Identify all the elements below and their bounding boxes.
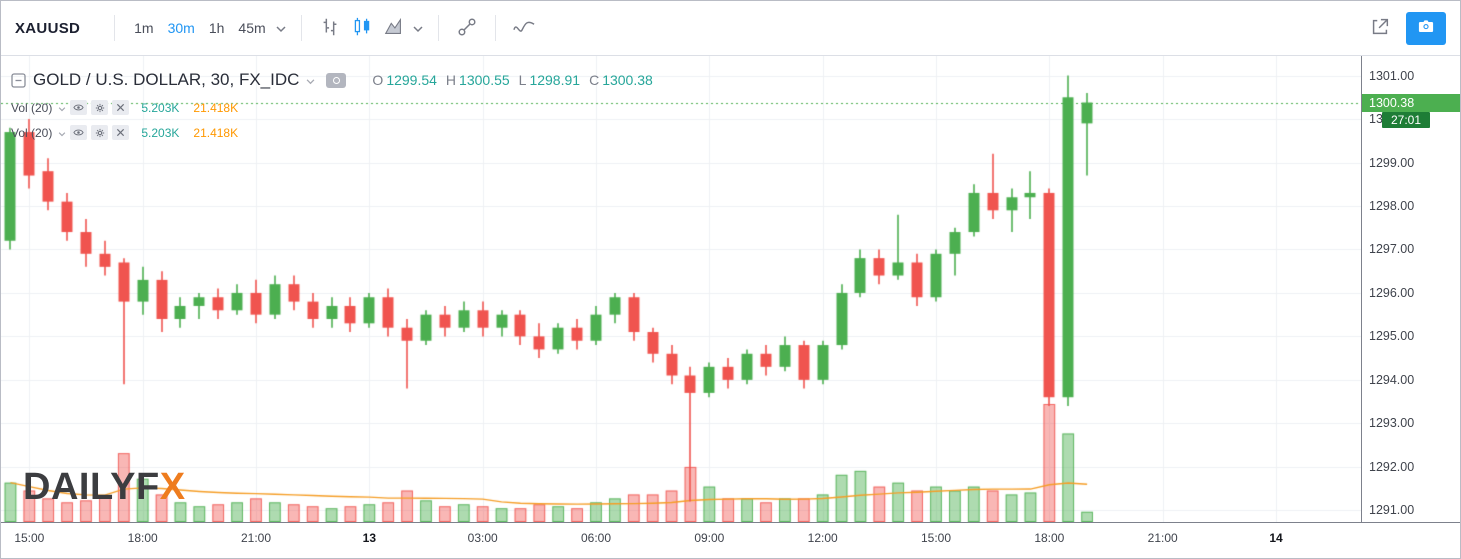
chart-values-badge-icon[interactable] bbox=[326, 72, 347, 88]
open-label: O bbox=[372, 72, 384, 88]
area-chart-icon bbox=[383, 16, 405, 41]
price-axis-label: 1291.00 bbox=[1369, 503, 1415, 518]
chevron-down-icon[interactable] bbox=[58, 101, 66, 115]
volume-ma-value: 21.418K bbox=[193, 125, 239, 140]
share-icon bbox=[1369, 16, 1391, 41]
bars-chart-button[interactable] bbox=[314, 13, 346, 43]
collapse-pane-icon[interactable] bbox=[11, 72, 26, 88]
bars-chart-icon bbox=[319, 16, 341, 41]
time-axis-label: 21:00 bbox=[1147, 531, 1178, 545]
settings-gear-icon[interactable] bbox=[91, 100, 109, 115]
symbol-label[interactable]: XAUUSD bbox=[15, 19, 81, 37]
settings-gear-icon[interactable] bbox=[91, 125, 109, 140]
price-axis-label: 1301.00 bbox=[1369, 68, 1415, 83]
toolbar-separator bbox=[114, 15, 116, 41]
last-price-badge: 1300.38 bbox=[1362, 93, 1460, 112]
high-value: 1300.55 bbox=[459, 72, 510, 88]
price-axis-label: 1293.00 bbox=[1369, 416, 1415, 431]
interval-button-30m[interactable]: 30m bbox=[161, 15, 202, 41]
open-value: 1299.54 bbox=[386, 72, 437, 88]
price-chart-canvas[interactable] bbox=[1, 56, 1361, 522]
indicator-row-volume-1: Vol (20) 5.203K 21.418K bbox=[11, 100, 653, 115]
price-axis-label: 1298.00 bbox=[1369, 198, 1415, 213]
time-axis-label: 14 bbox=[1269, 531, 1283, 545]
interval-button-1m[interactable]: 1m bbox=[127, 15, 160, 41]
time-axis-label: 12:00 bbox=[807, 531, 838, 545]
close-label: C bbox=[589, 72, 600, 88]
interval-button-1h[interactable]: 1h bbox=[202, 15, 232, 41]
indicator-row-volume-2: Vol (20) 5.203K 21.418K bbox=[11, 125, 653, 140]
candles-chart-icon bbox=[351, 16, 373, 41]
time-axis-label: 21:00 bbox=[240, 531, 272, 545]
snapshot-button[interactable] bbox=[1406, 11, 1446, 45]
candles-chart-button[interactable] bbox=[346, 13, 378, 43]
chevron-down-icon[interactable] bbox=[306, 70, 315, 90]
time-axis-label: 06:00 bbox=[580, 531, 612, 545]
price-axis-label: 1297.00 bbox=[1369, 242, 1415, 257]
close-value: 1300.38 bbox=[602, 72, 653, 88]
chart-toolbar: XAUUSD 1m 30m 1h 45m bbox=[1, 1, 1460, 56]
camera-icon bbox=[1416, 17, 1436, 40]
dailyfx-logo: DAILYFX bbox=[23, 468, 186, 506]
compare-button[interactable] bbox=[451, 13, 483, 43]
chart-title[interactable]: GOLD / U.S. DOLLAR, 30, FX_IDC bbox=[33, 70, 300, 89]
chevron-down-icon[interactable] bbox=[58, 126, 66, 140]
price-axis-label: 1292.00 bbox=[1369, 459, 1415, 474]
time-axis-label: 18:00 bbox=[1034, 531, 1065, 545]
close-icon[interactable] bbox=[112, 125, 130, 140]
low-label: L bbox=[518, 72, 527, 88]
area-chart-button[interactable] bbox=[378, 13, 410, 43]
time-axis-label: 13 bbox=[362, 531, 377, 545]
time-axis-label: 18:00 bbox=[127, 531, 158, 545]
ohlc-values: O 1299.54 H 1300.55 L 1298.91 C 1300.38 bbox=[363, 72, 652, 88]
time-axis-label: 15:00 bbox=[920, 531, 952, 545]
trendline-button[interactable] bbox=[508, 13, 540, 43]
eye-icon[interactable] bbox=[70, 100, 88, 115]
price-axis-label: 1295.00 bbox=[1369, 329, 1415, 344]
time-axis-label: 15:00 bbox=[14, 531, 45, 545]
chart-style-dropdown-button[interactable] bbox=[410, 13, 426, 43]
price-axis-label: 1296.00 bbox=[1369, 285, 1415, 300]
trendline-icon bbox=[512, 16, 536, 41]
eye-icon[interactable] bbox=[70, 125, 88, 140]
close-icon[interactable] bbox=[112, 100, 130, 115]
price-axis-label: 1299.00 bbox=[1369, 155, 1415, 170]
volume-ma-value: 21.418K bbox=[193, 100, 239, 115]
interval-dropdown-button[interactable] bbox=[273, 13, 289, 43]
indicator-name[interactable]: Vol (20) bbox=[11, 100, 53, 115]
chart-region: GOLD / U.S. DOLLAR, 30, FX_IDC O 1299.54 … bbox=[1, 56, 1460, 557]
volume-value: 5.203K bbox=[141, 100, 180, 115]
indicator-name[interactable]: Vol (20) bbox=[11, 125, 53, 140]
price-axis-label: 1294.00 bbox=[1369, 372, 1415, 387]
time-axis[interactable]: 15:00 18:00 21:00 13 03:00 06:00 09:00 12:00 15:… bbox=[1, 522, 1460, 557]
time-axis-label: 03:00 bbox=[467, 531, 498, 545]
share-button[interactable] bbox=[1364, 13, 1396, 43]
toolbar-separator bbox=[437, 15, 439, 41]
chevron-down-icon bbox=[276, 21, 286, 36]
toolbar-separator bbox=[300, 15, 302, 41]
logo-text-primary: DAILYF bbox=[23, 466, 160, 508]
chevron-down-icon bbox=[413, 21, 423, 36]
toolbar-separator bbox=[494, 15, 496, 41]
interval-button-45m[interactable]: 45m bbox=[231, 15, 272, 41]
chart-legend: GOLD / U.S. DOLLAR, 30, FX_IDC O 1299.54 … bbox=[11, 70, 653, 140]
low-value: 1298.91 bbox=[529, 72, 581, 88]
compare-icon bbox=[456, 16, 478, 41]
time-axis-label: 09:00 bbox=[694, 531, 725, 545]
bar-countdown-badge: 27:01 bbox=[1382, 111, 1431, 128]
volume-value: 5.203K bbox=[141, 125, 180, 140]
high-label: H bbox=[445, 72, 457, 88]
price-axis[interactable]: 1300.38 27:01 1301.001300.001299.001298.… bbox=[1361, 56, 1460, 522]
logo-text-accent: X bbox=[159, 466, 186, 508]
